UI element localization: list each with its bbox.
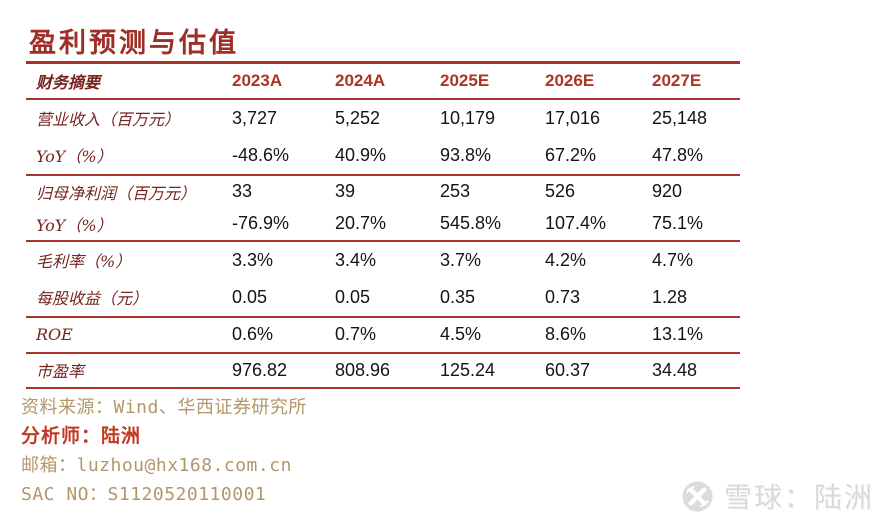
table-cell: 920 [652, 181, 683, 201]
row-label: 营业收入（百万元） [36, 110, 181, 129]
table-row: 营业收入（百万元） 3,727 5,252 10,179 17,016 25,1… [26, 99, 740, 137]
watermark-text: 雪球：陆洲 [724, 482, 875, 513]
group-roe: ROE 0.6% 0.7% 4.5% 8.6% 13.1% [26, 317, 740, 353]
table-cell: 8.6% [545, 324, 587, 344]
table-cell: 808.96 [335, 359, 391, 380]
table-row: 每股收益（元） 0.05 0.05 0.35 0.73 1.28 [26, 279, 740, 317]
table-cell: 67.2% [545, 144, 597, 165]
table-cell: -48.6% [232, 144, 290, 165]
table-cell: 0.73 [545, 286, 581, 307]
table-cell: 0.6% [232, 324, 274, 344]
table-row: ROE 0.6% 0.7% 4.5% 8.6% 13.1% [26, 317, 740, 353]
table-cell: 0.7% [335, 324, 377, 344]
group-revenue: 营业收入（百万元） 3,727 5,252 10,179 17,016 25,1… [26, 99, 740, 175]
table-header-row: 财务摘要 2023A 2024A 2025E 2026E 2027E [26, 63, 740, 99]
table-cell: -76.9% [232, 213, 290, 233]
row-label: 每股收益（元） [36, 289, 149, 308]
table-cell: 20.7% [335, 213, 387, 233]
financial-forecast-table: 财务摘要 2023A 2024A 2025E 2026E 2027E 营业收入（… [26, 61, 740, 389]
table-cell: 93.8% [440, 144, 492, 165]
table-row: 市盈率 976.82 808.96 125.24 60.37 34.48 [26, 353, 740, 388]
column-header-2025e: 2025E [440, 70, 490, 90]
report-footer: 资料来源：Wind、华西证券研究所 分析师：陆洲 邮箱：luzhou@hx168… [21, 393, 307, 509]
column-header-2027e: 2027E [652, 70, 702, 90]
table-cell: 33 [232, 181, 253, 201]
column-header-2024a: 2024A [335, 70, 386, 90]
table-cell: 10,179 [440, 107, 496, 128]
table-cell: 60.37 [545, 359, 591, 380]
sac-number-line: SAC NO：S1120520110001 [21, 484, 267, 505]
table-cell: 976.82 [232, 359, 288, 380]
header-summary-label: 财务摘要 [36, 72, 101, 92]
table-row: 毛利率（%） 3.3% 3.4% 3.7% 4.2% 4.7% [26, 241, 740, 279]
xueqiu-logo-icon [682, 480, 713, 512]
table-cell: 3.4% [335, 249, 377, 270]
table-cell: 4.7% [652, 249, 694, 270]
table-cell: 3.7% [440, 249, 482, 270]
table-cell: 125.24 [440, 359, 496, 380]
analyst-line: 分析师：陆洲 [21, 426, 142, 447]
table-row: 归母净利润（百万元） 33 39 253 526 920 [26, 175, 740, 208]
group-pe: 市盈率 976.82 808.96 125.24 60.37 34.48 [26, 353, 740, 388]
column-header-2026e: 2026E [545, 70, 595, 90]
table-cell: 47.8% [652, 144, 704, 165]
table-cell: 17,016 [545, 107, 601, 128]
table-cell: 3,727 [232, 107, 278, 128]
table-row: YoY（%） -76.9% 20.7% 545.8% 107.4% 75.1% [26, 208, 740, 241]
table-cell: 4.2% [545, 249, 587, 270]
table-cell: 4.5% [440, 324, 482, 344]
row-label: YoY（%） [36, 147, 113, 166]
table-cell: 3.3% [232, 249, 274, 270]
table-cell: 39 [335, 181, 356, 201]
table-cell: 253 [440, 181, 471, 201]
row-label: 归母净利润（百万元） [36, 183, 197, 203]
table-cell: 40.9% [335, 144, 387, 165]
table-cell: 25,148 [652, 107, 708, 128]
table-cell: 5,252 [335, 107, 381, 128]
row-label: 市盈率 [36, 362, 85, 381]
email-line: 邮箱：luzhou@hx168.com.cn [21, 455, 292, 476]
column-header-2023a: 2023A [232, 70, 283, 90]
row-label: ROE [36, 325, 73, 344]
table-row: YoY（%） -48.6% 40.9% 93.8% 67.2% 47.8% [26, 137, 740, 175]
group-net-profit: 归母净利润（百万元） 33 39 253 526 920 YoY（%） -76.… [26, 175, 740, 241]
source-note: 资料来源：Wind、华西证券研究所 [21, 397, 307, 418]
table-cell: 0.05 [335, 286, 371, 307]
table-cell: 0.05 [232, 286, 268, 307]
table-cell: 34.48 [652, 359, 698, 380]
table-cell: 107.4% [545, 213, 607, 233]
row-label: YoY（%） [36, 215, 113, 235]
row-label: 毛利率（%） [36, 252, 132, 271]
table-cell: 526 [545, 181, 576, 201]
table-cell: 13.1% [652, 324, 704, 344]
table-cell: 0.35 [440, 286, 476, 307]
table-cell: 1.28 [652, 286, 688, 307]
xueqiu-watermark: 雪球：陆洲 [680, 476, 874, 516]
group-margin-eps: 毛利率（%） 3.3% 3.4% 3.7% 4.2% 4.7% 每股收益（元） … [26, 241, 740, 317]
table-cell: 75.1% [652, 213, 704, 233]
page-title: 盈利预测与估值 [29, 28, 239, 59]
table-cell: 545.8% [440, 213, 502, 233]
